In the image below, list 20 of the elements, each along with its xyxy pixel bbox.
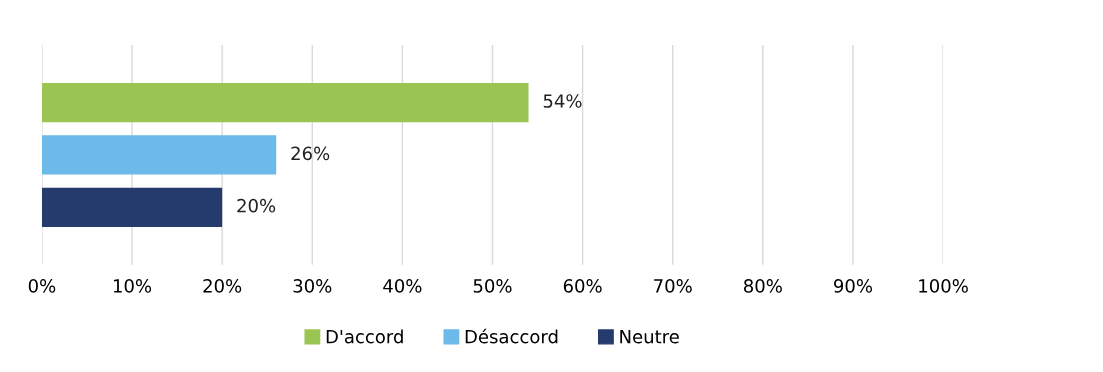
x-tick-label: 50%	[473, 279, 512, 293]
x-tick-label: 10%	[113, 279, 152, 293]
x-tick-label: 0%	[28, 279, 56, 293]
legend-label: D'accord	[326, 329, 403, 344]
legend-label: Neutre	[620, 330, 679, 344]
x-tick-label: 60%	[563, 279, 602, 293]
x-tick-label: 40%	[383, 279, 422, 293]
legend-label: Désaccord	[465, 328, 558, 344]
bar	[41, 135, 277, 175]
x-tick-label: 100%	[919, 279, 968, 293]
bar	[41, 82, 529, 123]
x-tick-label: 20%	[203, 279, 242, 293]
x-tick-label: 70%	[654, 279, 692, 293]
bar	[41, 187, 223, 227]
data-label: 26%	[291, 146, 330, 161]
data-label: 54%	[543, 94, 582, 108]
x-tick-label: 90%	[834, 279, 873, 293]
x-tick-label: 30%	[293, 279, 332, 293]
x-tick-label: 80%	[743, 279, 782, 293]
data-label: 20%	[237, 198, 276, 213]
